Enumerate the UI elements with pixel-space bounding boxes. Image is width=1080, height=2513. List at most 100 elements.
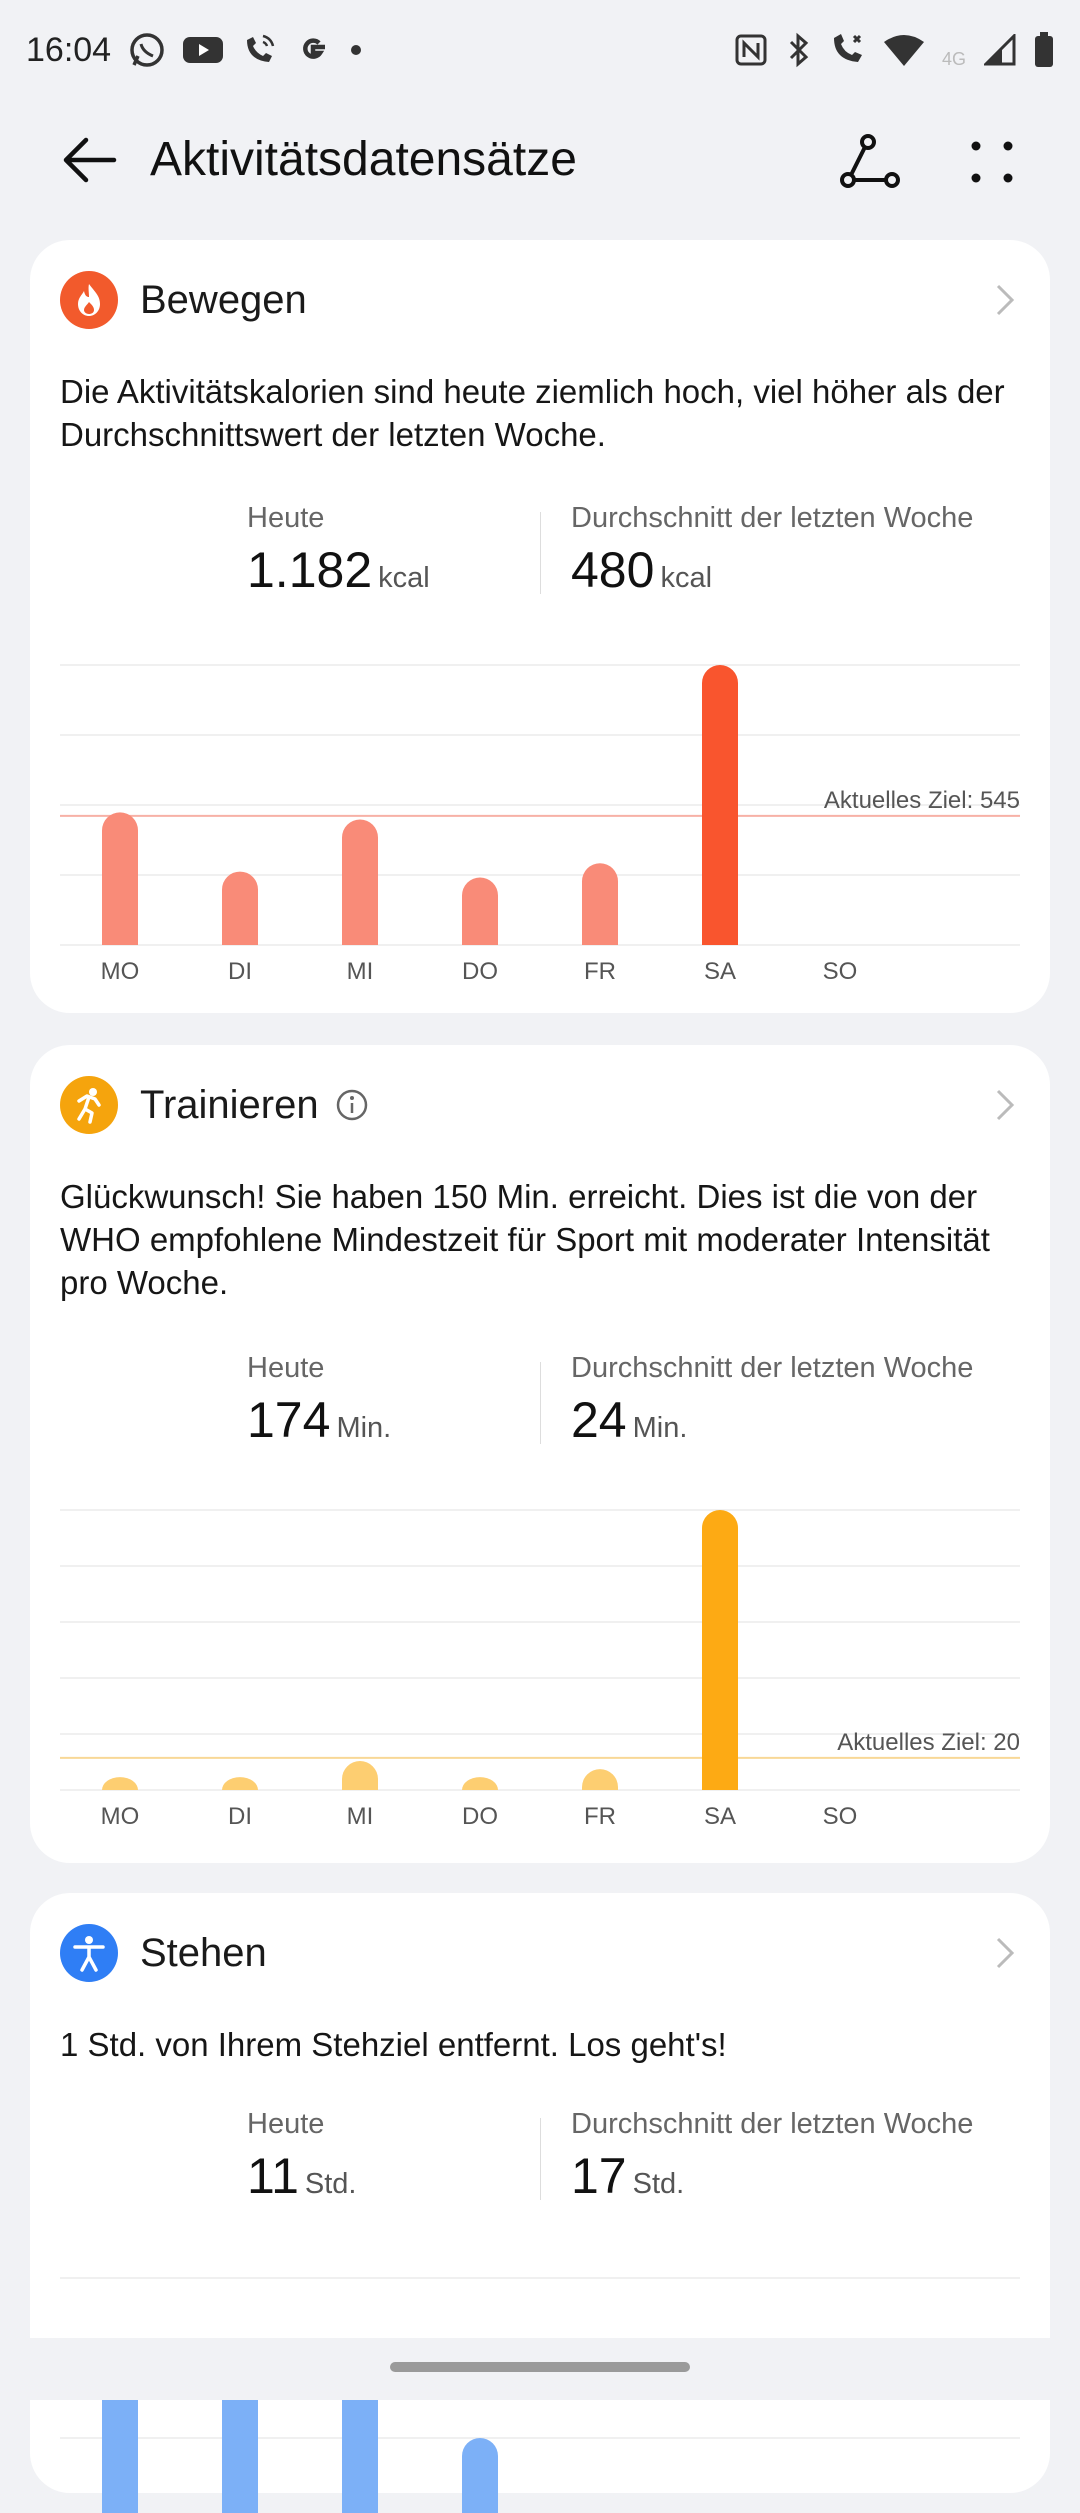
today-label: Heute <box>247 2108 325 2140</box>
today-label: Heute <box>247 502 325 534</box>
today-unit: kcal <box>378 562 430 594</box>
chart-bar-do[interactable] <box>462 2438 498 2513</box>
chart-bar-do[interactable] <box>462 877 498 945</box>
status-time: 16:04 <box>26 30 112 69</box>
average-label: Durchschnitt der letzten Woche <box>571 502 974 534</box>
status-bar: 16:04 4G <box>0 0 1080 100</box>
x-tick-label: SA <box>704 958 736 985</box>
card-description: Die Aktivitätskalorien sind heute ziemli… <box>60 373 1005 453</box>
chart-bar-fr[interactable] <box>582 863 618 945</box>
x-tick-label: SO <box>823 1803 858 1830</box>
card-header: Stehen <box>60 1923 267 1983</box>
route-icon <box>840 134 900 188</box>
today-unit: Min. <box>336 1412 392 1444</box>
move-card[interactable]: Bewegen Die Aktivitätskalorien sind heut… <box>30 240 1050 1013</box>
status-right: 4G <box>734 31 1054 70</box>
back-arrow-icon <box>63 137 117 183</box>
flame-icon <box>60 271 118 329</box>
back-button[interactable] <box>54 130 124 190</box>
x-tick-label: MO <box>101 958 140 985</box>
today-value-row: 1.182 kcal <box>247 541 430 599</box>
wifi-call-icon <box>241 32 277 68</box>
route-button[interactable] <box>838 130 902 194</box>
stats-divider <box>540 2118 541 2200</box>
card-header: Trainieren <box>60 1075 369 1135</box>
average-value-row: 480 kcal <box>571 541 973 599</box>
x-tick-label: DI <box>228 958 252 985</box>
goal-label: Aktuelles Ziel: 545 <box>824 787 1020 814</box>
x-tick-label: DO <box>462 1803 498 1830</box>
average-value: 24 <box>571 1392 627 1448</box>
average-unit: Std. <box>632 2168 685 2200</box>
standing-person-icon <box>60 1924 118 1982</box>
info-icon[interactable] <box>335 1088 369 1122</box>
chevron-right-icon[interactable] <box>990 280 1020 320</box>
today-value-row: 11 Std. <box>247 2147 357 2205</box>
battery-icon <box>1034 32 1054 68</box>
page-title: Aktivitätsdatensätze <box>150 133 577 186</box>
today-unit: Std. <box>304 2168 357 2200</box>
stats-divider <box>540 1362 541 1444</box>
today-stat: Heute 174 Min. <box>247 1352 391 1449</box>
whatsapp-icon <box>129 32 165 68</box>
average-unit: Min. <box>632 1412 688 1444</box>
running-icon <box>60 1076 118 1134</box>
chart-bar-fr[interactable] <box>582 1769 618 1790</box>
more-options-button[interactable] <box>960 130 1024 194</box>
home-indicator[interactable] <box>390 2362 690 2372</box>
chart-bar-sa[interactable] <box>702 1510 738 1790</box>
chart-bar-do[interactable] <box>462 1777 498 1790</box>
average-stat: Durchschnitt der letzten Woche 17 Std. <box>571 2108 973 2205</box>
stand-card[interactable]: Stehen 1 Std. von Ihrem Stehziel entfern… <box>30 1893 1050 2513</box>
card-title: Trainieren <box>140 1082 319 1127</box>
today-value: 11 <box>247 2148 299 2204</box>
volte-call-icon <box>830 32 866 68</box>
average-value: 17 <box>571 2148 627 2204</box>
x-tick-label: SA <box>704 1803 736 1830</box>
stats-row: Heute 11 Std. Durchschnitt der letzten Wo… <box>30 2108 1050 2218</box>
average-stat: Durchschnitt der letzten Woche 480 kcal <box>571 502 973 599</box>
bluetooth-icon <box>786 32 812 68</box>
average-label: Durchschnitt der letzten Woche <box>571 2108 974 2140</box>
today-value: 174 <box>247 1392 331 1448</box>
chart-bar-sa[interactable] <box>702 665 738 945</box>
chart-bar-di[interactable] <box>222 1777 258 1790</box>
stats-row: Heute 174 Min. Durchschnitt der letzten W… <box>30 1352 1050 1462</box>
chart-bar-mi[interactable] <box>342 819 378 945</box>
chart-bar-di[interactable] <box>222 871 258 945</box>
network-type: 4G <box>941 48 966 69</box>
goal-label: Aktuelles Ziel: 20 <box>837 1729 1020 1756</box>
exercise-card[interactable]: Trainieren Glückwunsch! Sie haben 150 Mi… <box>30 1045 1050 1863</box>
chevron-right-icon[interactable] <box>990 1085 1020 1125</box>
card-description: 1 Std. von Ihrem Stehziel entfernt. Los … <box>60 2026 727 2063</box>
signal-icon <box>984 34 1016 66</box>
average-value-row: 17 Std. <box>571 2147 973 2205</box>
card-header: Bewegen <box>60 270 307 330</box>
wifi-icon <box>883 34 924 66</box>
x-tick-label: FR <box>584 958 616 985</box>
stats-row: Heute 1.182 kcal Durchschnitt der letzten… <box>30 502 1050 612</box>
average-unit: kcal <box>660 562 713 594</box>
chart-svg: Aktuelles Ziel: 545 MO DI MI DO FR SA SO <box>60 664 1020 985</box>
card-title: Bewegen <box>140 277 307 322</box>
chevron-right-icon[interactable] <box>990 1933 1020 1973</box>
x-tick-label: FR <box>584 1803 616 1830</box>
today-label: Heute <box>247 1352 325 1384</box>
average-label: Durchschnitt der letzten Woche <box>571 1352 974 1384</box>
card-description: Glückwunsch! Sie haben 150 Min. erreicht… <box>60 1178 990 1301</box>
today-value: 1.182 <box>247 542 373 598</box>
stats-divider <box>540 512 541 594</box>
x-tick-label: SO <box>823 958 858 985</box>
youtube-icon <box>183 35 224 65</box>
google-icon <box>295 32 331 68</box>
chart-bar-mo[interactable] <box>102 812 138 945</box>
chart-bar-mo[interactable] <box>102 1777 138 1790</box>
x-tick-label: DI <box>228 1803 252 1830</box>
chart-bar-mi[interactable] <box>342 1761 378 1790</box>
average-value-row: 24 Min. <box>571 1391 973 1449</box>
chart-svg: Aktuelles Ziel: 20 MO DI MI DO FR SA SO <box>60 1509 1020 1830</box>
x-tick-label: MI <box>347 1803 374 1830</box>
x-tick-label: MI <box>347 958 374 985</box>
dot-icon <box>349 43 363 57</box>
x-tick-label: DO <box>462 958 498 985</box>
